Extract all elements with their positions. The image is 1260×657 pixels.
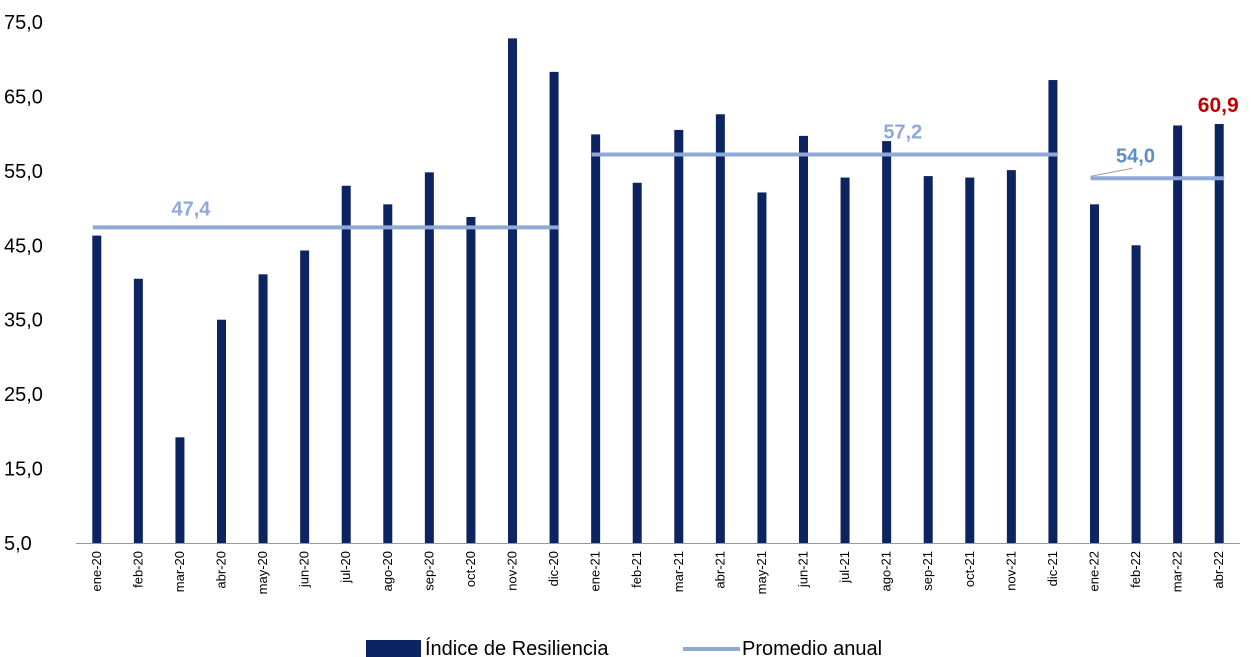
average-value-label: 47,4 [171, 198, 211, 220]
bar [1131, 245, 1141, 544]
bar [1173, 125, 1183, 543]
x-tick-label: abr-21 [712, 551, 727, 589]
x-tick-label: dic-21 [1045, 551, 1060, 586]
x-tick-label: ago-20 [380, 551, 395, 591]
bar [258, 274, 268, 543]
bar [882, 141, 892, 544]
legend: Índice de Resiliencia Promedio anual [366, 637, 882, 657]
bar [508, 38, 517, 543]
x-tick-label: ene-20 [89, 551, 104, 591]
x-axis-ticks: ene-20 feb-20 mar-20 abr-20 may-20 jun-20 jul-… [89, 551, 1226, 594]
x-tick-label: feb-20 [130, 551, 145, 588]
x-tick-label: dic-20 [546, 551, 561, 586]
bar [674, 129, 684, 543]
x-tick-label: feb-21 [629, 551, 644, 588]
x-tick-label: oct-20 [463, 551, 478, 587]
x-tick-label: mar-21 [671, 551, 686, 592]
x-tick-label: nov-20 [505, 551, 520, 591]
bar [923, 176, 933, 543]
average-lines-group [92, 152, 1225, 230]
bar [840, 177, 850, 543]
bar [757, 192, 767, 544]
legend-line-label: Promedio anual [742, 638, 882, 657]
x-tick-label: may-21 [754, 551, 769, 594]
bar [424, 172, 434, 544]
x-tick-label: sep-21 [920, 551, 935, 591]
average-value-label: 57,2 [883, 121, 922, 143]
legend-bar-label: Índice de Resiliencia [425, 637, 609, 657]
bar [799, 135, 808, 543]
x-tick-label: ago-21 [879, 551, 894, 591]
average-label-leader [1090, 167, 1133, 177]
bar [632, 182, 642, 543]
last-value-label: 60,9 [1198, 94, 1239, 117]
x-tick-label: jun-21 [796, 551, 811, 588]
bar [341, 185, 351, 543]
bar [965, 177, 975, 543]
bar [92, 235, 102, 544]
bar [383, 204, 393, 543]
x-tick-label: mar-22 [1170, 551, 1185, 592]
bar [300, 250, 310, 543]
x-tick-label: jul-20 [338, 551, 353, 584]
bar [1006, 170, 1016, 543]
y-tick-label: 15,0 [4, 459, 43, 481]
bar [175, 437, 185, 543]
x-tick-label: jun-20 [297, 551, 312, 588]
x-tick-label: oct-21 [962, 551, 977, 587]
bar [1048, 80, 1058, 543]
y-tick-label: 25,0 [4, 384, 43, 406]
y-tick-label: 45,0 [4, 235, 43, 257]
x-tick-label: ene-21 [588, 551, 603, 591]
x-tick-label: ene-22 [1087, 551, 1102, 591]
x-tick-label: feb-22 [1128, 551, 1143, 588]
x-tick-label: abr-22 [1211, 551, 1226, 589]
y-tick-label: 75,0 [4, 12, 43, 34]
legend-bar-swatch [366, 640, 421, 657]
y-axis-ticks: 75,0 65,0 55,0 45,0 35,0 25,0 15,0 5,0 [4, 12, 43, 555]
y-tick-label: 65,0 [4, 86, 43, 108]
y-tick-label: 5,0 [4, 533, 32, 555]
x-tick-label: sep-20 [421, 551, 436, 591]
x-tick-label: may-20 [255, 551, 270, 594]
x-tick-label: mar-20 [172, 551, 187, 592]
x-tick-label: jul-21 [837, 551, 852, 584]
bars-group [92, 38, 1224, 544]
bar [217, 319, 226, 543]
bar [1090, 204, 1099, 543]
bar [466, 217, 476, 543]
y-tick-label: 55,0 [4, 161, 43, 183]
y-tick-label: 35,0 [4, 310, 43, 332]
average-value-label: 54,0 [1116, 145, 1155, 167]
bar [591, 134, 601, 543]
bar [715, 114, 725, 543]
data-labels-group: 47,4 57,2 54,0 60,9 [171, 94, 1238, 220]
x-tick-label: abr-20 [214, 551, 229, 589]
bar [133, 278, 143, 543]
bar [1214, 123, 1224, 544]
bar [549, 71, 559, 544]
x-tick-label: nov-21 [1003, 551, 1018, 591]
